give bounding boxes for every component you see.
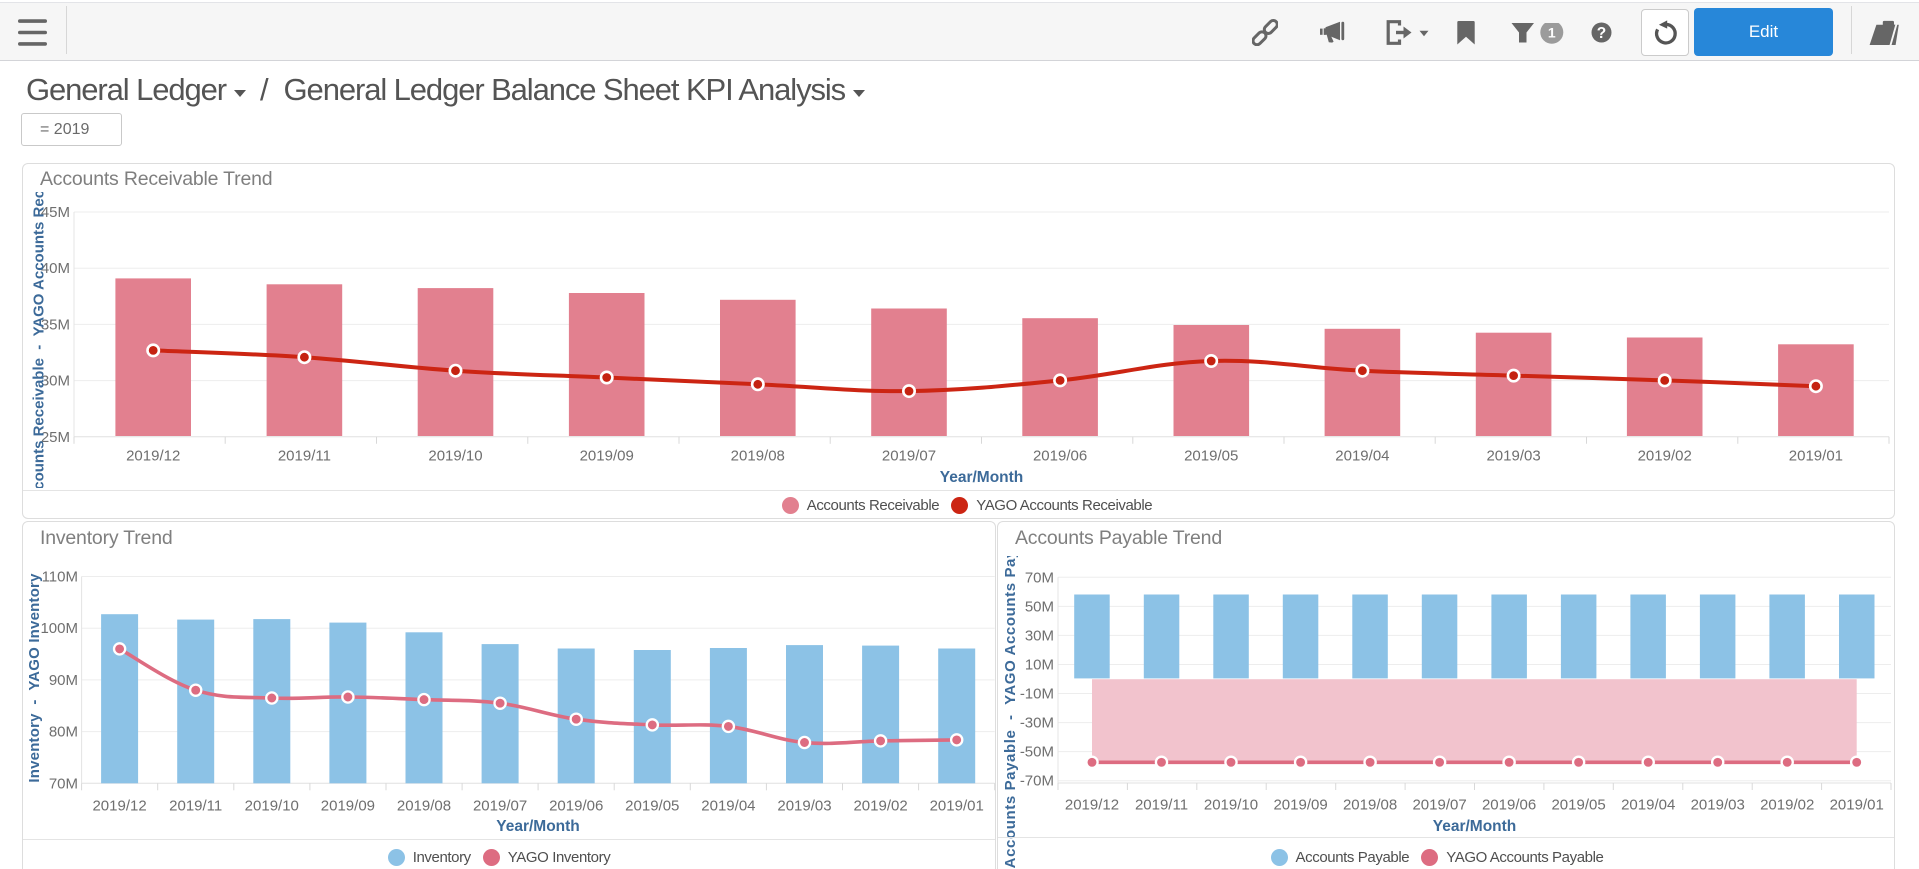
svg-text:45M: 45M: [41, 204, 70, 221]
svg-text:2019/12: 2019/12: [92, 797, 146, 814]
svg-text:2019/04: 2019/04: [701, 797, 755, 814]
svg-text:2019/12: 2019/12: [1065, 796, 1119, 813]
svg-text:110M: 110M: [42, 569, 78, 586]
svg-text:2019/04: 2019/04: [1621, 796, 1675, 813]
svg-text:2019/11: 2019/11: [169, 797, 222, 814]
svg-text:30M: 30M: [41, 373, 70, 390]
svg-text:30M: 30M: [1025, 627, 1054, 644]
svg-text:50M: 50M: [1025, 598, 1054, 615]
svg-text:2019/06: 2019/06: [1482, 796, 1536, 813]
svg-text:2019/06: 2019/06: [1033, 448, 1087, 465]
svg-text:2019/05: 2019/05: [625, 797, 679, 814]
svg-text:70M: 70M: [1025, 569, 1054, 586]
svg-text:2019/09: 2019/09: [1273, 796, 1327, 813]
svg-text:2019/10: 2019/10: [245, 797, 299, 814]
svg-text:2019/07: 2019/07: [882, 448, 936, 465]
svg-text:40M: 40M: [41, 260, 70, 277]
svg-text:2019/09: 2019/09: [321, 797, 375, 814]
svg-text:1: 1: [1548, 24, 1556, 40]
svg-text:2019/01: 2019/01: [1789, 448, 1843, 465]
svg-text:2019/08: 2019/08: [397, 797, 451, 814]
svg-text:25M: 25M: [41, 429, 70, 446]
svg-text:100M: 100M: [40, 620, 78, 637]
svg-text:10M: 10M: [1025, 657, 1054, 674]
svg-text:2019/12: 2019/12: [126, 448, 180, 465]
svg-text:2019/10: 2019/10: [428, 448, 482, 465]
svg-text:35M: 35M: [41, 316, 70, 333]
svg-text:90M: 90M: [49, 672, 78, 689]
svg-text:2019/02: 2019/02: [1760, 796, 1814, 813]
svg-text:-50M: -50M: [1020, 744, 1054, 761]
svg-text:2019/06: 2019/06: [549, 797, 603, 814]
svg-text:Inventory - YAGO Inventory: Inventory - YAGO Inventory: [26, 573, 43, 783]
svg-text:80M: 80M: [49, 724, 78, 741]
svg-text:2019/03: 2019/03: [777, 797, 831, 814]
svg-text:2019/04: 2019/04: [1335, 448, 1389, 465]
svg-text:-70M: -70M: [1020, 773, 1054, 790]
svg-text:2019/11: 2019/11: [278, 448, 331, 465]
svg-text:Year/Month: Year/Month: [940, 469, 1024, 486]
svg-text:2019/11: 2019/11: [1135, 796, 1188, 813]
svg-text:-30M: -30M: [1020, 715, 1054, 732]
svg-text:Accounts Payable - YAGO Acco: Accounts Payable - YAGO Accounts Payable: [1002, 522, 1019, 868]
svg-text:2019/07: 2019/07: [1412, 796, 1466, 813]
svg-text:Year/Month: Year/Month: [496, 818, 580, 835]
svg-text:2019/02: 2019/02: [853, 797, 907, 814]
svg-text:2019/05: 2019/05: [1551, 796, 1605, 813]
svg-text:Year/Month: Year/Month: [1433, 818, 1517, 835]
svg-text:2019/03: 2019/03: [1691, 796, 1745, 813]
svg-text:2019/10: 2019/10: [1204, 796, 1258, 813]
svg-text:2019/07: 2019/07: [473, 797, 527, 814]
svg-text:?: ?: [1596, 25, 1605, 42]
svg-text:Accounts Receivable - YAGO A: Accounts Receivable - YAGO Accounts Rece…: [31, 164, 48, 509]
svg-text:2019/01: 2019/01: [930, 797, 984, 814]
svg-text:2019/05: 2019/05: [1184, 448, 1238, 465]
svg-text:2019/01: 2019/01: [1830, 796, 1884, 813]
svg-text:2019/08: 2019/08: [731, 448, 785, 465]
svg-text:2019/02: 2019/02: [1638, 448, 1692, 465]
svg-text:-10M: -10M: [1020, 686, 1054, 703]
svg-text:2019/03: 2019/03: [1486, 448, 1540, 465]
svg-text:70M: 70M: [49, 775, 78, 792]
svg-text:2019/08: 2019/08: [1343, 796, 1397, 813]
svg-text:2019/09: 2019/09: [580, 448, 634, 465]
